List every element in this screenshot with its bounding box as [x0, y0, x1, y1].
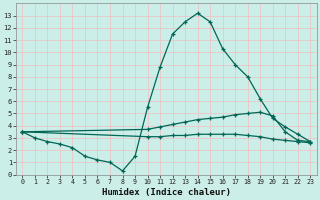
X-axis label: Humidex (Indice chaleur): Humidex (Indice chaleur) — [102, 188, 231, 197]
